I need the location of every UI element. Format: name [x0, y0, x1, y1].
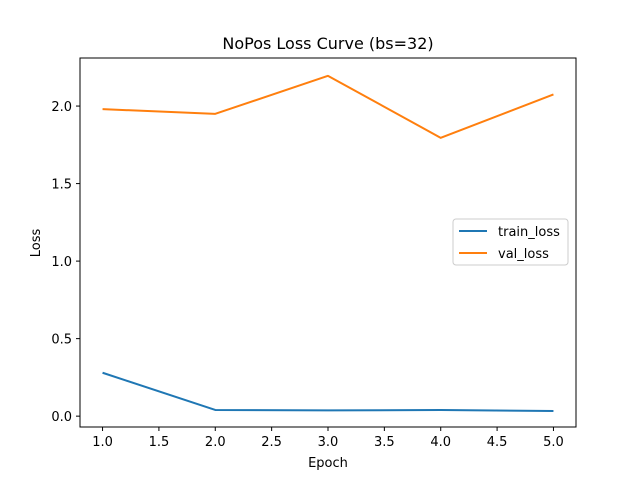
y-axis-label: Loss	[29, 229, 44, 258]
series-line-train-loss	[102, 371, 554, 413]
y-tick-label: 1.0	[51, 255, 72, 270]
legend: train_loss val_loss	[452, 218, 569, 266]
legend-label-train-loss: train_loss	[498, 225, 560, 240]
y-tick-label: 0.5	[51, 333, 72, 348]
y-axis-ticks: 0.0 0.5 1.0 1.5 2.0	[51, 100, 80, 425]
x-tick-label: 1.0	[92, 435, 113, 450]
x-tick-label: 4.0	[430, 435, 451, 450]
x-tick-label: 3.0	[318, 435, 339, 450]
y-tick-label: 2.0	[51, 100, 72, 115]
x-tick-label: 1.5	[149, 435, 170, 450]
y-tick-label: 0.0	[51, 410, 72, 425]
y-tick-label: 1.5	[51, 178, 72, 193]
legend-label-val-loss: val_loss	[498, 247, 549, 262]
x-tick-label: 3.5	[374, 435, 395, 450]
series-line-val-loss	[102, 74, 554, 139]
x-axis-ticks: 1.0 1.5 2.0 2.5 3.0 3.5 4.0 4.5 5.0	[92, 427, 564, 450]
x-tick-label: 2.5	[261, 435, 282, 450]
series-layer	[102, 74, 554, 413]
x-tick-label: 2.0	[205, 435, 226, 450]
x-tick-label: 5.0	[543, 435, 564, 450]
chart-title: NoPos Loss Curve (bs=32)	[222, 34, 433, 53]
x-axis-label: Epoch	[308, 456, 348, 471]
x-tick-label: 4.5	[487, 435, 508, 450]
